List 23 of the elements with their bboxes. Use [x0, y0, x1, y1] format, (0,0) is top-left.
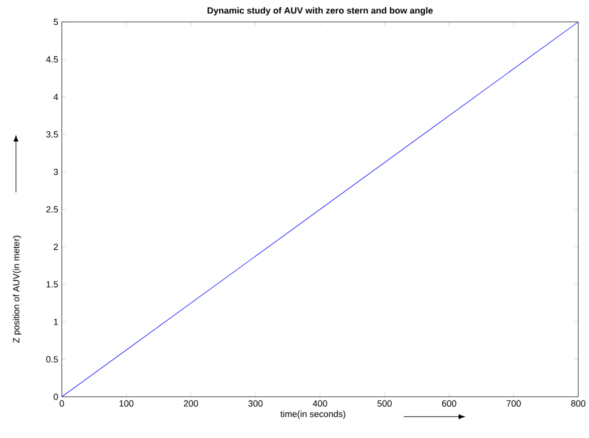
x-tick-label: 400: [312, 400, 328, 407]
y-tick-label: 4: [54, 94, 58, 100]
x-tick-label: 300: [248, 400, 263, 407]
x-tick-label: 200: [184, 400, 198, 407]
x-axis-title: time(in seconds): [280, 410, 346, 420]
x-tick-label: 500: [377, 400, 392, 407]
y-tick-label: 5: [54, 18, 58, 26]
y-tick-label: 3.5: [46, 131, 58, 138]
x-tick-label: 700: [506, 400, 521, 407]
x-tick-label: 800: [571, 400, 586, 407]
y-tick-label: 1: [54, 318, 58, 326]
chart-title: Dynamic study of AUV with zero stern and bow angle: [208, 7, 433, 16]
x-tick-label: 100: [120, 400, 134, 407]
y-tick-label: 2.5: [46, 206, 58, 213]
y-tick-label: 0: [54, 394, 58, 400]
y-tick-label: 4.5: [46, 56, 58, 63]
y-tick-label: 2: [54, 244, 58, 250]
y-axis-title: Z position of AUV(in meter): [12, 236, 22, 343]
y-tick-label: 3: [54, 168, 58, 176]
y-tick-label: 0.5: [46, 356, 58, 363]
x-tick-label: 0: [60, 400, 64, 407]
y-tick-label: 1.5: [46, 281, 58, 288]
x-tick-label: 600: [442, 400, 456, 407]
